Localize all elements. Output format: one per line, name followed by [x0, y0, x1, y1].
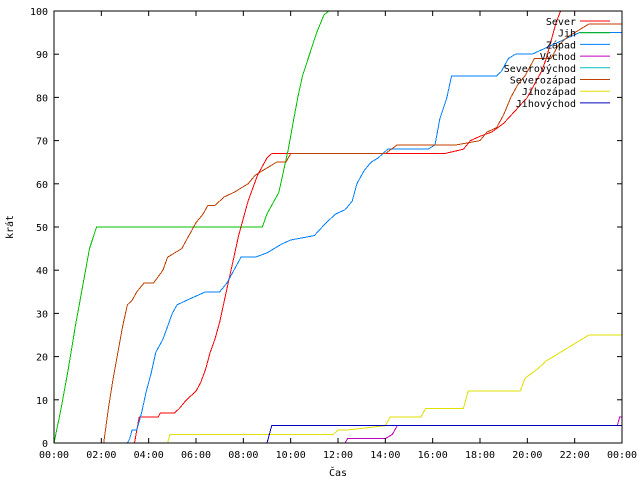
- legend: SeverJihZápadVýchodSeverovýchodSeverozáp…: [504, 17, 610, 110]
- x-tick-label-3: 06:00: [181, 450, 211, 461]
- x-tick-label-9: 18:00: [465, 450, 495, 461]
- x-tick-label-2: 04:00: [134, 450, 164, 461]
- x-tick-label-0: 00:00: [39, 450, 69, 461]
- legend-label-2: Západ: [546, 39, 576, 51]
- legend-label-1: Jih: [558, 29, 576, 40]
- y-axis-title: krát: [4, 215, 16, 239]
- legend-label-6: Jihozápad: [522, 86, 576, 98]
- legend-label-5: Severozápad: [510, 75, 576, 87]
- y-tick-label-3: 30: [36, 309, 48, 320]
- y-tick-label-4: 40: [36, 266, 48, 277]
- x-tick-label-5: 10:00: [276, 450, 306, 461]
- series-line-1: [53, 10, 329, 444]
- y-tick-label-9: 90: [36, 50, 48, 61]
- series-line-2: [126, 32, 622, 444]
- legend-label-0: Sever: [546, 17, 576, 28]
- x-tick-label-1: 02:00: [86, 450, 116, 461]
- x-tick-label-6: 12:00: [323, 450, 353, 461]
- tick-labels: 00:00 02:00 04:00 06:00 08:00 10:00 12:00 14:00…: [30, 7, 637, 461]
- y-tick-label-2: 20: [36, 353, 48, 364]
- y-tick-label-6: 60: [36, 180, 48, 191]
- series-line-6: [167, 334, 622, 444]
- legend-label-7: Jihovýchod: [516, 98, 576, 110]
- y-tick-label-0: 0: [42, 439, 48, 450]
- legend-label-3: Východ: [540, 51, 576, 63]
- series-line-5: [103, 23, 622, 444]
- y-tick-label-5: 50: [36, 223, 48, 234]
- x-tick-label-8: 16:00: [418, 450, 448, 461]
- x-axis-title: Čas: [329, 466, 347, 479]
- y-tick-label-10: 100: [30, 7, 48, 18]
- y-tick-label-1: 10: [36, 396, 48, 407]
- x-tick-label-4: 08:00: [228, 450, 258, 461]
- y-tick-label-8: 80: [36, 93, 48, 104]
- series-line-0: [134, 10, 561, 444]
- x-tick-label-7: 14:00: [370, 450, 400, 461]
- x-tick-label-10: 20:00: [512, 450, 542, 461]
- x-tick-label-11: 22:00: [560, 450, 590, 461]
- legend-label-4: Severovýchod: [504, 63, 576, 75]
- x-tick-label-12: 00:00: [607, 450, 637, 461]
- ticks: [53, 10, 623, 444]
- y-tick-label-7: 70: [36, 137, 48, 148]
